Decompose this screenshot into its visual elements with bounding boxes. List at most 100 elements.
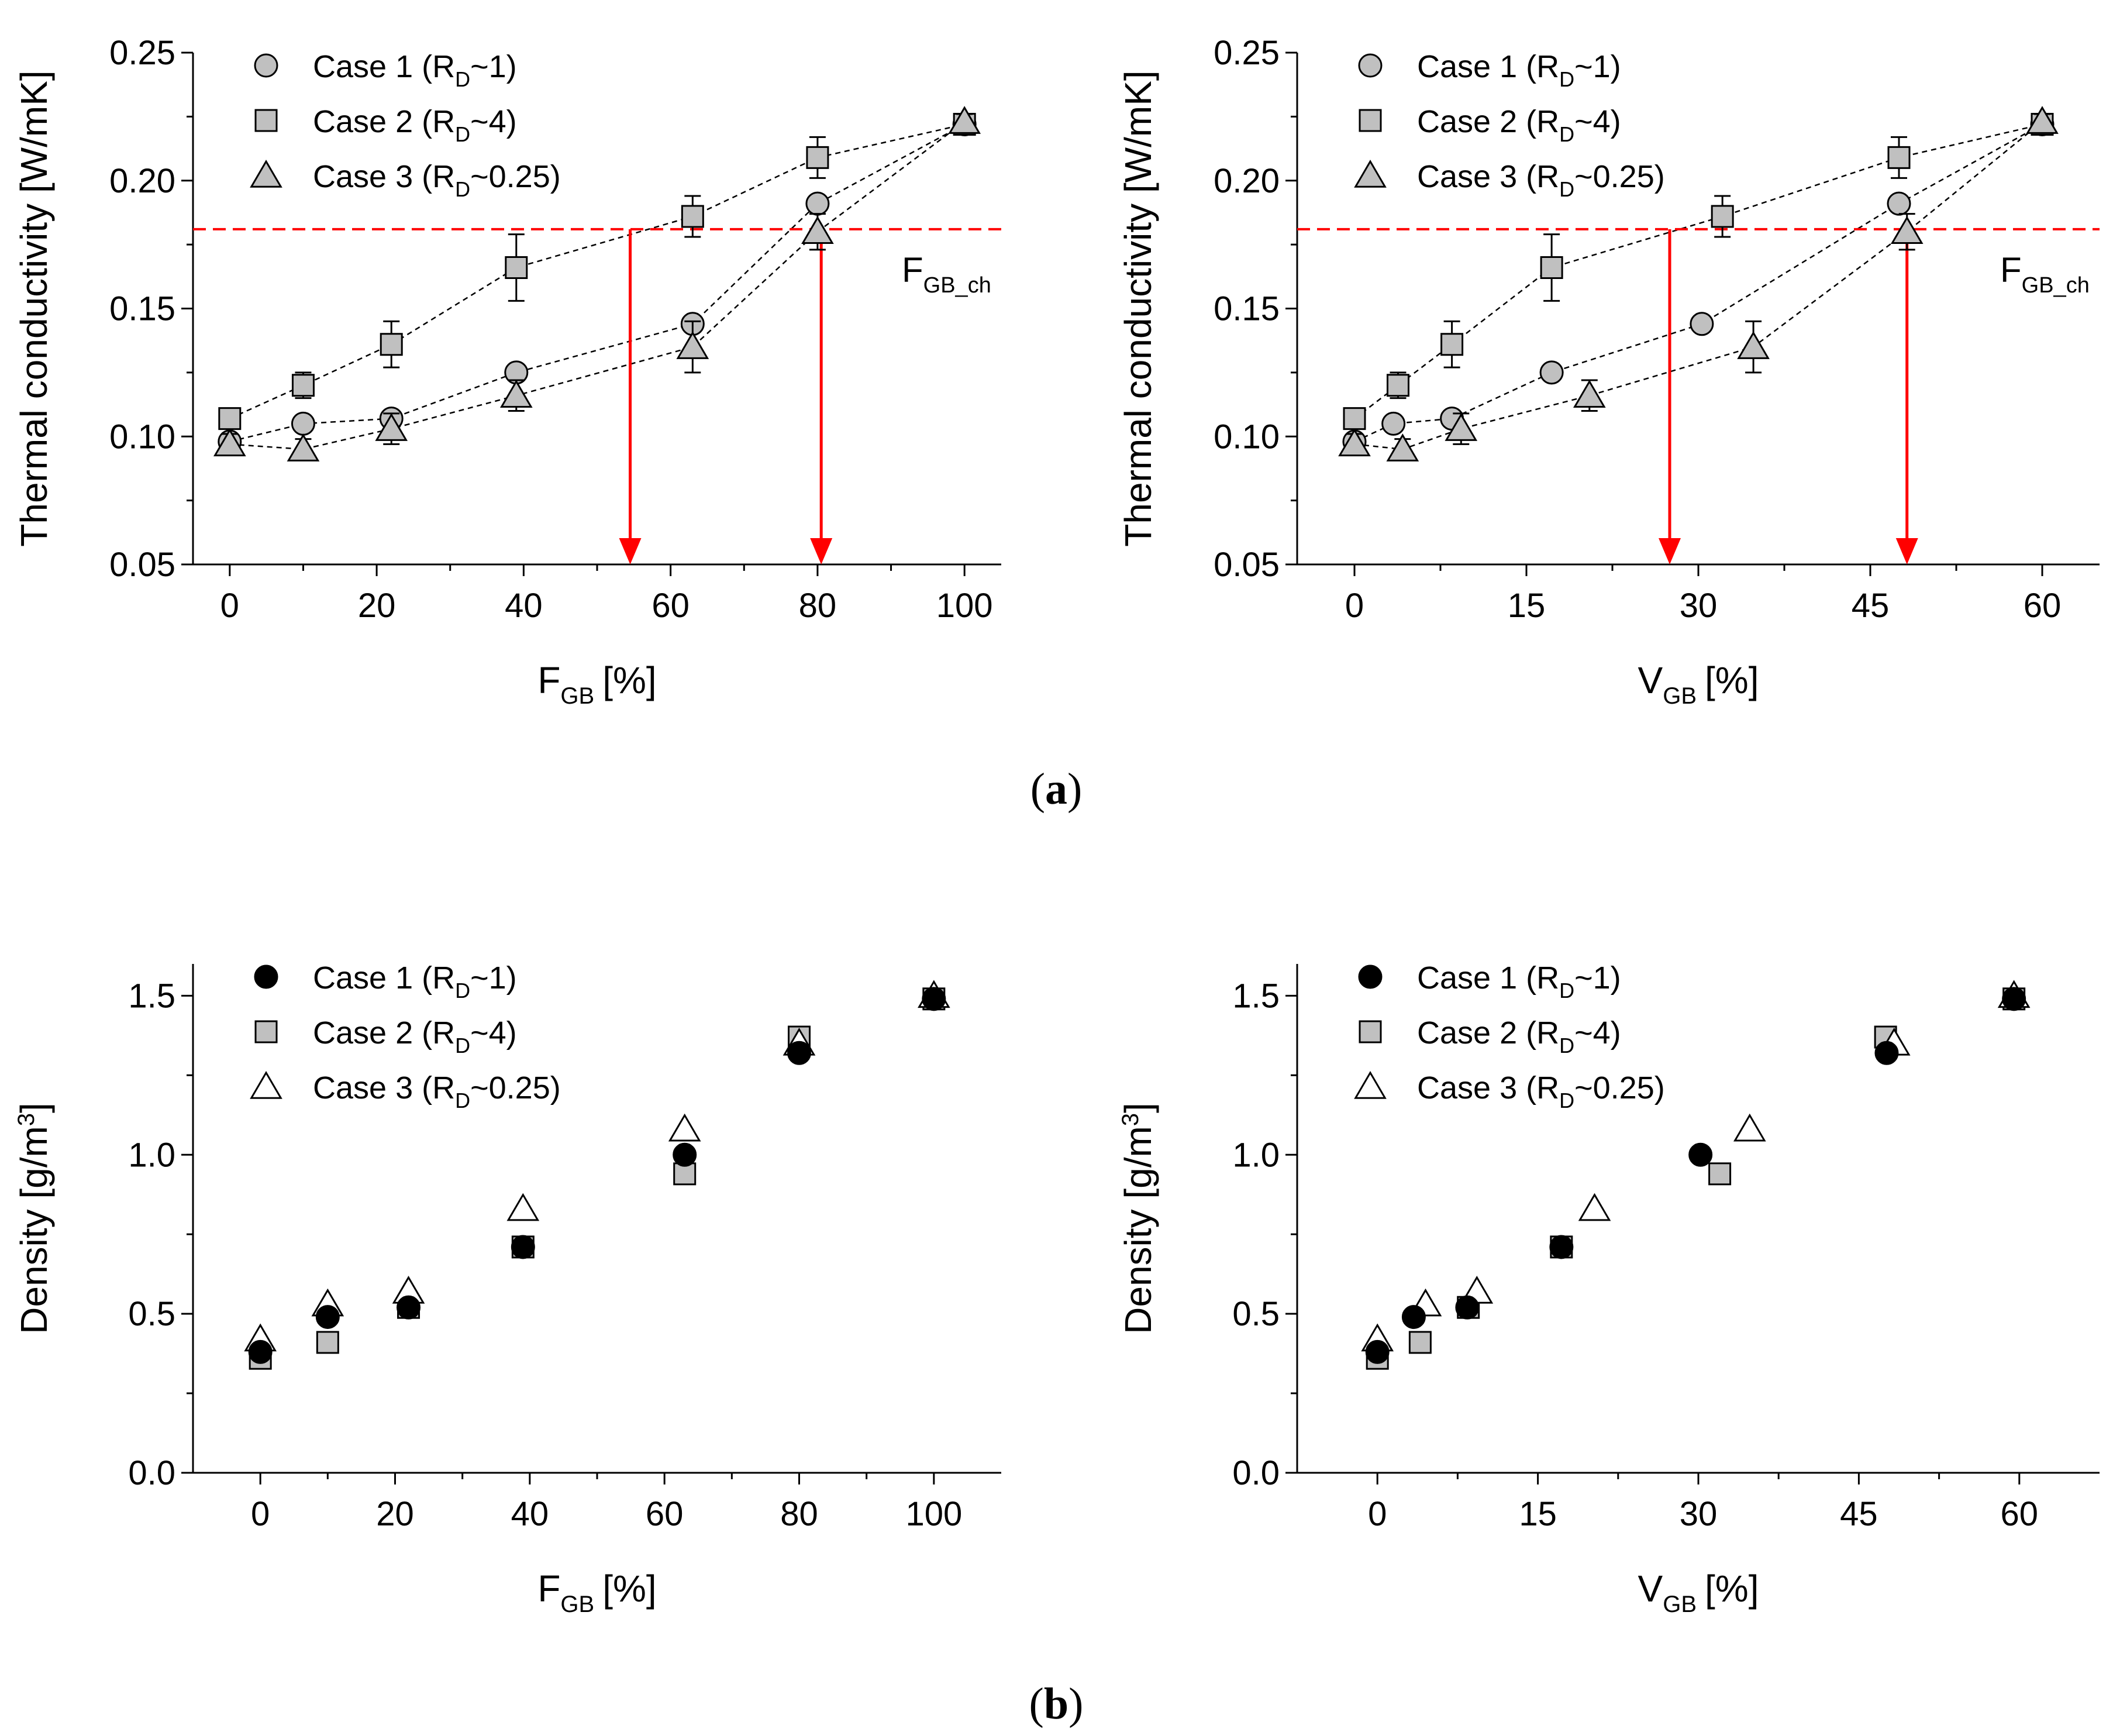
data-point-triangle	[2026, 106, 2059, 134]
data-point-circle	[1549, 1235, 1574, 1259]
x-tick-label: 45	[1852, 587, 1890, 625]
legend-label: Case 1 (RD~1)	[313, 960, 517, 1003]
data-point-triangle	[1890, 216, 1924, 244]
legend-label-end: ~4)	[470, 104, 517, 139]
data-point-circle	[673, 1142, 697, 1167]
x-axis-label-sub: GB	[560, 683, 594, 709]
series-case-1	[1365, 987, 2026, 1364]
data-point-circle	[291, 411, 315, 436]
legend-label: Case 3 (RD~0.25)	[313, 159, 561, 201]
legend-label-sub: D	[455, 177, 470, 201]
data-point-square	[681, 205, 704, 228]
x-axis-label-unit: [%]	[602, 659, 656, 701]
data-point-circle	[397, 1295, 421, 1320]
legend: Case 1 (RD~1)Case 2 (RD~4)Case 3 (RD~0.2…	[1354, 49, 1665, 201]
data-point-square	[316, 1331, 339, 1354]
legend-label-main: Case 3 (R	[1417, 1070, 1559, 1105]
legend-label-sub: D	[455, 1034, 470, 1058]
legend-label: Case 2 (RD~4)	[313, 1015, 517, 1058]
x-tick-label: 60	[2024, 587, 2062, 625]
legend-label: Case 1 (RD~1)	[1417, 49, 1621, 91]
legend-label-sub: D	[455, 979, 470, 1003]
data-point-square	[1408, 1331, 1432, 1354]
x-tick-label: 100	[905, 1495, 962, 1533]
legend-label-end: ~1)	[470, 960, 517, 996]
x-tick-label: 20	[376, 1495, 414, 1533]
legend-label-end: ~0.25)	[470, 1070, 561, 1105]
legend-label-sub: D	[1559, 1034, 1574, 1058]
data-point-triangle	[1737, 331, 1770, 359]
threshold-arrowhead	[810, 538, 833, 564]
y-tick-label: 0.0	[128, 1454, 175, 1492]
legend-label-main: Case 2 (R	[313, 104, 455, 139]
y-axis-label-main: Density [g/m	[13, 1126, 55, 1334]
legend-marker-square	[1359, 109, 1382, 132]
y-tick-label: 1.0	[128, 1136, 175, 1174]
legend-label-sub: D	[455, 122, 470, 146]
legend-label-end: ~0.25)	[1574, 159, 1665, 194]
data-point-triangle	[1386, 433, 1419, 461]
data-point-triangle	[375, 413, 408, 441]
legend-marker-triangle	[250, 160, 282, 188]
data-point-circle	[1365, 1339, 1390, 1364]
x-tick-label: 80	[799, 587, 837, 625]
data-point-triangle	[213, 428, 246, 457]
threshold-annotation-main: F	[902, 250, 923, 290]
x-axis-label-unit: [%]	[1705, 659, 1759, 701]
legend-label-sub: D	[1559, 67, 1574, 91]
y-axis-label-sup: 3	[13, 1113, 39, 1126]
legend-label: Case 3 (RD~0.25)	[313, 1070, 561, 1112]
data-point-square	[1708, 1162, 1732, 1186]
x-axis-label-sub: GB	[1663, 1592, 1697, 1617]
legend-label-main: Case 1 (R	[1417, 960, 1559, 996]
legend-label-sub: D	[455, 67, 470, 91]
series-case-3	[213, 106, 981, 461]
y-axis-label-end: ]	[1117, 1103, 1159, 1113]
legend-label-end: ~1)	[1574, 960, 1621, 996]
y-tick-label: 0.5	[128, 1295, 175, 1333]
data-point-triangle	[1573, 380, 1606, 408]
y-axis-label-main: Density [g/m	[1117, 1126, 1159, 1334]
legend-label: Case 3 (RD~0.25)	[1417, 1070, 1665, 1112]
y-axis-label-sup: 3	[1118, 1113, 1143, 1126]
legend-label-main: Case 1 (R	[313, 960, 455, 996]
y-tick-label: 0.10	[1214, 418, 1280, 456]
panel-label-b: (b)	[1029, 1679, 1084, 1728]
legend-label-main: Case 3 (R	[313, 1070, 455, 1105]
data-point-square	[1711, 205, 1734, 228]
x-tick-label: 15	[1519, 1495, 1557, 1533]
y-axis-label: Thermal conductivity [W/mK]	[13, 70, 55, 546]
x-tick-label: 45	[1840, 1495, 1878, 1533]
y-tick-label: 0.5	[1232, 1295, 1280, 1333]
data-point-square	[505, 256, 528, 279]
data-point-triangle	[506, 1193, 540, 1221]
y-axis-label: Density [g/m3]	[13, 1103, 55, 1334]
data-point-circle	[922, 987, 946, 1011]
data-point-circle	[1690, 312, 1714, 336]
y-axis-label: Density [g/m3]	[1117, 1103, 1159, 1334]
legend-label-main: Case 3 (R	[1417, 159, 1559, 194]
legend-label: Case 1 (RD~1)	[313, 49, 517, 91]
y-tick-label: 0.0	[1232, 1454, 1280, 1492]
data-point-circle	[787, 1041, 811, 1065]
legend-label-main: Case 3 (R	[313, 159, 455, 194]
data-point-triangle	[1445, 413, 1478, 441]
threshold-annotation: FGB_ch	[902, 250, 991, 298]
data-point-circle	[248, 1339, 273, 1364]
legend-label: Case 2 (RD~4)	[1417, 1015, 1621, 1058]
legend-label-end: ~4)	[470, 1015, 517, 1050]
legend-label: Case 3 (RD~0.25)	[1417, 159, 1665, 201]
data-point-square	[1343, 407, 1366, 430]
x-tick-label: 0	[251, 1495, 270, 1533]
threshold-annotation-sub: GB_ch	[923, 273, 991, 298]
x-tick-label: 0	[1345, 587, 1364, 625]
data-point-circle	[1688, 1142, 1713, 1167]
y-tick-label: 0.05	[109, 546, 175, 584]
x-tick-label: 15	[1508, 587, 1546, 625]
data-point-circle	[1455, 1295, 1480, 1320]
legend: Case 1 (R D ~1) Case 2 (RD~4) Case 3 (RD~0.2…	[1354, 960, 1665, 1112]
legend: Case 1 (RD~1)Case 2 (RD~4)Case 3 (RD~0.2…	[250, 960, 561, 1112]
series-case-3	[1338, 106, 2059, 461]
data-point-triangle	[668, 1113, 701, 1142]
